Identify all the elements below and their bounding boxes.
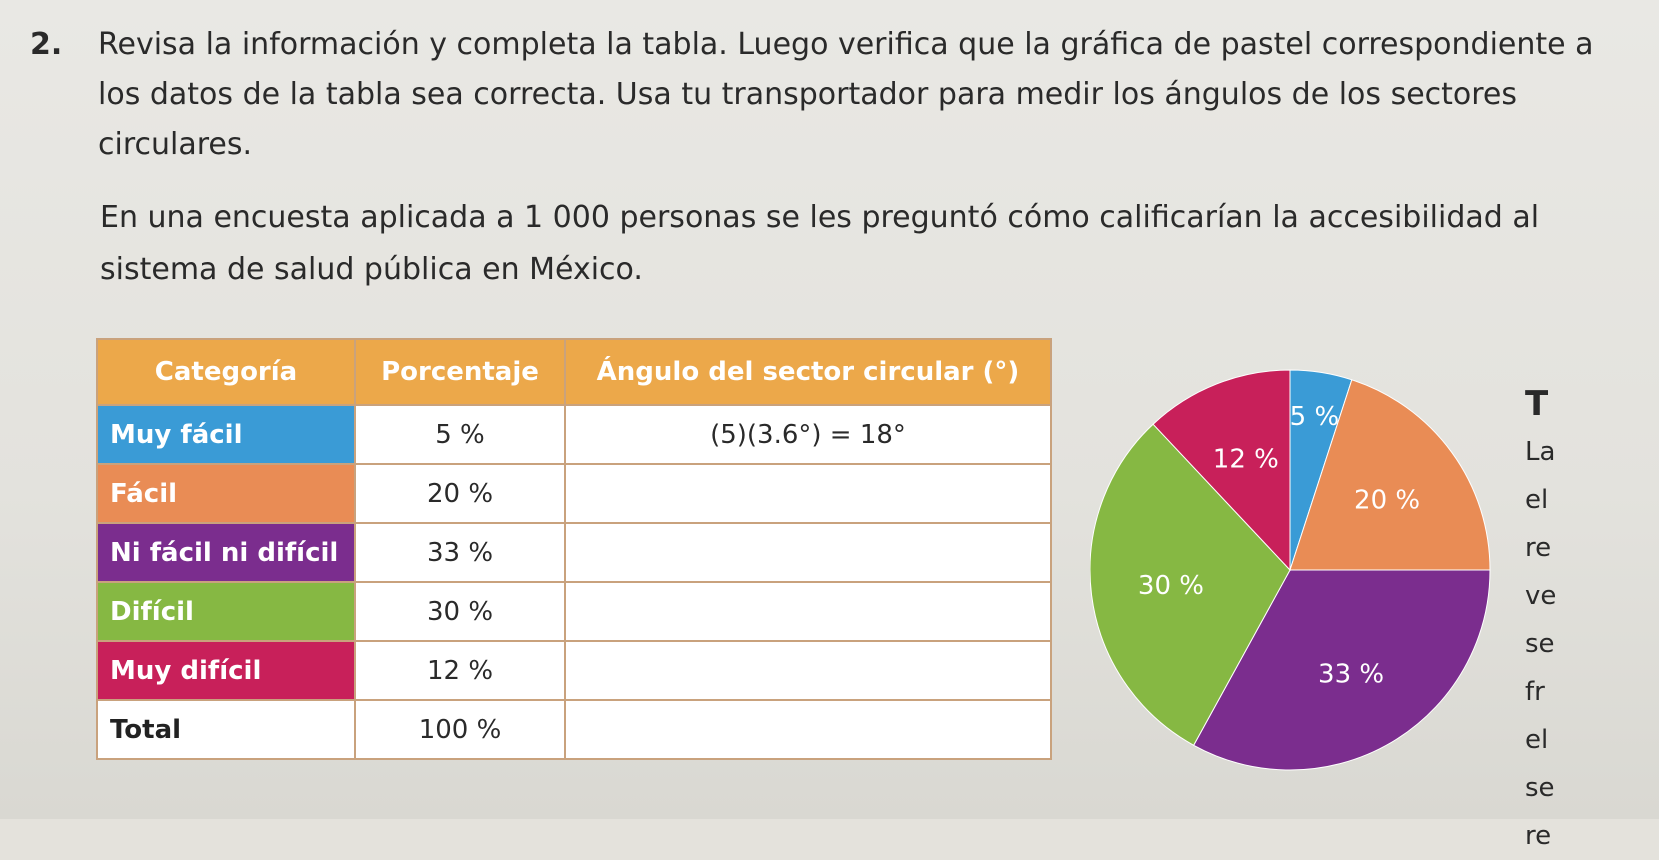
table-row: Fácil 20 % bbox=[96, 463, 1052, 524]
side-heading: T bbox=[1525, 384, 1549, 424]
pie-slice-label: 20 % bbox=[1354, 485, 1420, 515]
side-line: fr bbox=[1525, 677, 1545, 707]
category-cell-facil: Fácil bbox=[96, 463, 356, 524]
side-line: re bbox=[1525, 821, 1552, 851]
header-category: Categoría bbox=[96, 338, 356, 406]
percent-cell: 12 % bbox=[354, 640, 566, 701]
pie-slice bbox=[1152, 369, 1291, 572]
category-cell-muy-dificil: Muy difícil bbox=[96, 640, 356, 701]
percent-cell: 30 % bbox=[354, 581, 566, 642]
table-row: Difícil 30 % bbox=[96, 581, 1052, 642]
side-line: se bbox=[1525, 773, 1555, 803]
side-line: el bbox=[1525, 725, 1549, 755]
table-header-row: Categoría Porcentaje Ángulo del sector c… bbox=[96, 338, 1052, 406]
angle-cell[interactable] bbox=[564, 463, 1052, 524]
cut-off-side-text: T La el re ve se fr el se re bbox=[1525, 380, 1659, 860]
side-line: La bbox=[1525, 437, 1556, 467]
percent-cell: 20 % bbox=[354, 463, 566, 524]
angle-cell[interactable] bbox=[564, 581, 1052, 642]
category-cell-ni-facil-ni-dificil: Ni fácil ni difícil bbox=[96, 522, 356, 583]
angle-cell[interactable] bbox=[564, 522, 1052, 583]
problem-text: Revisa la información y completa la tabl… bbox=[98, 27, 1594, 162]
pie-slice bbox=[1289, 379, 1491, 571]
total-angle-cell[interactable] bbox=[564, 699, 1052, 760]
side-line: re bbox=[1525, 533, 1552, 563]
total-label: Total bbox=[96, 699, 356, 760]
pie-chart-container: 5 % 20 % 33 % 30 % 12 % bbox=[1089, 340, 1510, 784]
side-line: el bbox=[1525, 485, 1549, 515]
data-table: Categoría Porcentaje Ángulo del sector c… bbox=[96, 338, 1052, 760]
pie-slice bbox=[1089, 423, 1291, 746]
category-cell-dificil: Difícil bbox=[96, 581, 356, 642]
table-total-row: Total 100 % bbox=[96, 699, 1052, 760]
total-percent: 100 % bbox=[354, 699, 566, 760]
pie-slice-label: 5 % bbox=[1290, 402, 1340, 432]
problem-statement: 2. Revisa la información y completa la t… bbox=[30, 20, 1620, 170]
header-percent: Porcentaje bbox=[354, 338, 566, 406]
table-row: Ni fácil ni difícil 33 % bbox=[96, 522, 1052, 583]
percent-cell: 33 % bbox=[354, 522, 566, 583]
percent-cell: 5 % bbox=[354, 404, 566, 465]
survey-intro: En una encuesta aplicada a 1 000 persona… bbox=[100, 200, 1540, 287]
pie-slice bbox=[1192, 569, 1491, 771]
problem-number: 2. bbox=[30, 27, 63, 62]
category-cell-muy-facil: Muy fácil bbox=[96, 404, 356, 465]
header-angle: Ángulo del sector circular (°) bbox=[564, 338, 1052, 406]
table-row: Muy fácil 5 % (5)(3.6°) = 18° bbox=[96, 404, 1052, 465]
pie-chart: 5 % 20 % 33 % 30 % 12 % bbox=[1089, 369, 1491, 771]
pie-slice-label: 12 % bbox=[1213, 444, 1279, 474]
pie-slice-label: 30 % bbox=[1138, 571, 1204, 601]
side-line: ve bbox=[1525, 581, 1557, 611]
angle-cell[interactable]: (5)(3.6°) = 18° bbox=[564, 404, 1052, 465]
table-row: Muy difícil 12 % bbox=[96, 640, 1052, 701]
angle-cell[interactable] bbox=[564, 640, 1052, 701]
pie-slice-label: 33 % bbox=[1318, 659, 1384, 689]
side-line: se bbox=[1525, 629, 1555, 659]
